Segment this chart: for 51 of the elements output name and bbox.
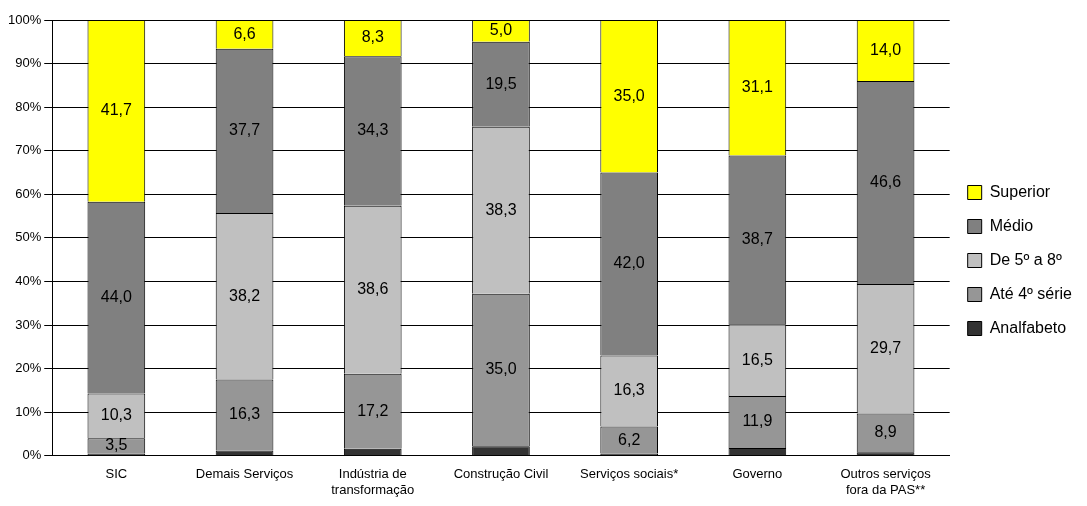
data-label: 10,3 [100,406,133,424]
x-tick-label: Governo [732,466,783,482]
data-label: 29,7 [870,339,902,357]
legend-label: Analfabeto [989,318,1067,336]
x-tick-label: SIC [105,466,128,482]
y-tick-label: 30% [15,316,42,332]
y-tick-label: 90% [15,55,42,71]
data-label: 19,5 [485,74,517,92]
legend-label: Até 4º série [989,284,1073,302]
data-label: 14,0 [870,40,902,58]
data-label: 44,0 [100,288,133,306]
x-tick-label: Construção Civil [453,466,549,482]
y-tick-label: 60% [15,185,42,201]
data-label: 16,5 [741,350,774,368]
legend-label: Médio [989,216,1034,234]
data-label: 38,3 [485,200,517,218]
x-tick-label: Indústria de transformação [331,466,415,497]
data-label: 16,3 [228,405,261,423]
data-label: 8,9 [874,423,897,441]
data-label: 6,6 [233,24,256,42]
x-tick-label: Demais Serviços [195,466,294,482]
data-label: 38,7 [741,230,774,248]
data-label: 8,3 [361,28,384,46]
data-label: 17,2 [357,401,389,419]
data-label: 37,7 [228,121,261,139]
data-label: 16,3 [613,381,645,399]
data-label: 5,0 [489,21,513,39]
data-label: 46,6 [870,172,902,190]
data-label: 35,0 [485,360,517,378]
y-tick-label: 100% [8,11,42,27]
data-label: 6,2 [618,430,641,448]
data-label: 38,2 [228,286,261,304]
data-label: 3,5 [105,436,128,454]
data-label: 38,6 [357,280,389,298]
y-tick-label: 50% [15,229,42,245]
data-label: 42,0 [613,254,645,272]
legend-label: Superior [989,182,1051,200]
x-tick-label: Serviços sociais* [580,466,679,482]
data-label: 11,9 [742,412,773,430]
data-label: 41,7 [100,101,133,119]
legend-label: De 5º a 8º [989,250,1062,268]
data-label: 34,3 [357,121,389,139]
y-tick-label: 80% [15,98,42,114]
x-tick-label: Outros serviços fora da PAS** [840,466,932,497]
data-label: 31,1 [741,78,774,96]
y-tick-label: 10% [15,403,42,419]
y-tick-label: 40% [15,273,42,289]
y-tick-label: 70% [15,142,42,158]
y-tick-label: 0% [22,447,42,463]
data-label: 35,0 [613,86,645,104]
y-tick-label: 20% [15,360,42,376]
